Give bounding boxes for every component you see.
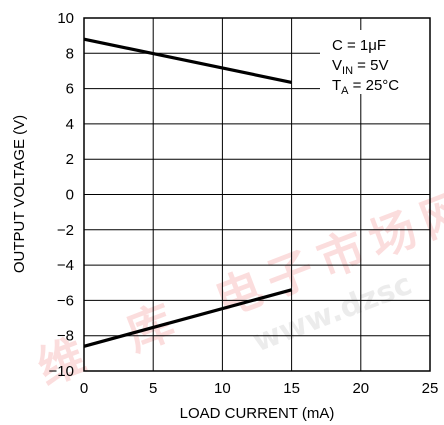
x-tick-label: 5 <box>149 380 157 397</box>
plot-frame <box>83 17 431 372</box>
y-tick-label: −8 <box>57 328 74 345</box>
y-tick-label: −10 <box>49 363 74 380</box>
x-tick-label: 25 <box>422 380 439 397</box>
y-axis-title: OUTPUT VOLTAGE (V) <box>11 115 28 273</box>
y-tick-label: 10 <box>57 10 74 27</box>
y-tick-labels: 10 8 6 4 2 0 −2 −4 −6 −8 −10 <box>49 10 74 380</box>
annotation-input-voltage: VIN = 5V <box>332 57 388 77</box>
watermark-char-4: 市 <box>310 221 372 288</box>
y-tick-label: −6 <box>57 292 74 309</box>
y-tick-label: 2 <box>66 151 74 168</box>
watermark-char-2: 电 <box>208 260 270 327</box>
x-tick-label: 0 <box>80 380 88 397</box>
series-lines <box>83 37 293 348</box>
series-line <box>83 288 293 348</box>
annotation-box <box>320 30 440 94</box>
y-tick-label: 8 <box>66 45 74 62</box>
x-tick-label: 20 <box>352 380 369 397</box>
x-axis-title: LOAD CURRENT (mA) <box>180 405 335 422</box>
y-tick-label: 6 <box>66 81 74 98</box>
x-tick-label: 10 <box>214 380 231 397</box>
watermark-char-5: 场 <box>362 201 424 268</box>
series-line <box>83 37 292 84</box>
y-tick-label: 0 <box>66 187 74 204</box>
annotation-temperature: TA = 25°C <box>332 77 399 97</box>
y-tick-label: 4 <box>66 116 74 133</box>
annotation-capacitance: C = 1μF <box>332 37 386 54</box>
y-tick-label: −4 <box>57 257 74 274</box>
y-tick-label: −2 <box>57 222 74 239</box>
x-tick-labels: 0 5 10 15 20 25 <box>80 380 439 397</box>
x-tick-label: 15 <box>283 380 300 397</box>
